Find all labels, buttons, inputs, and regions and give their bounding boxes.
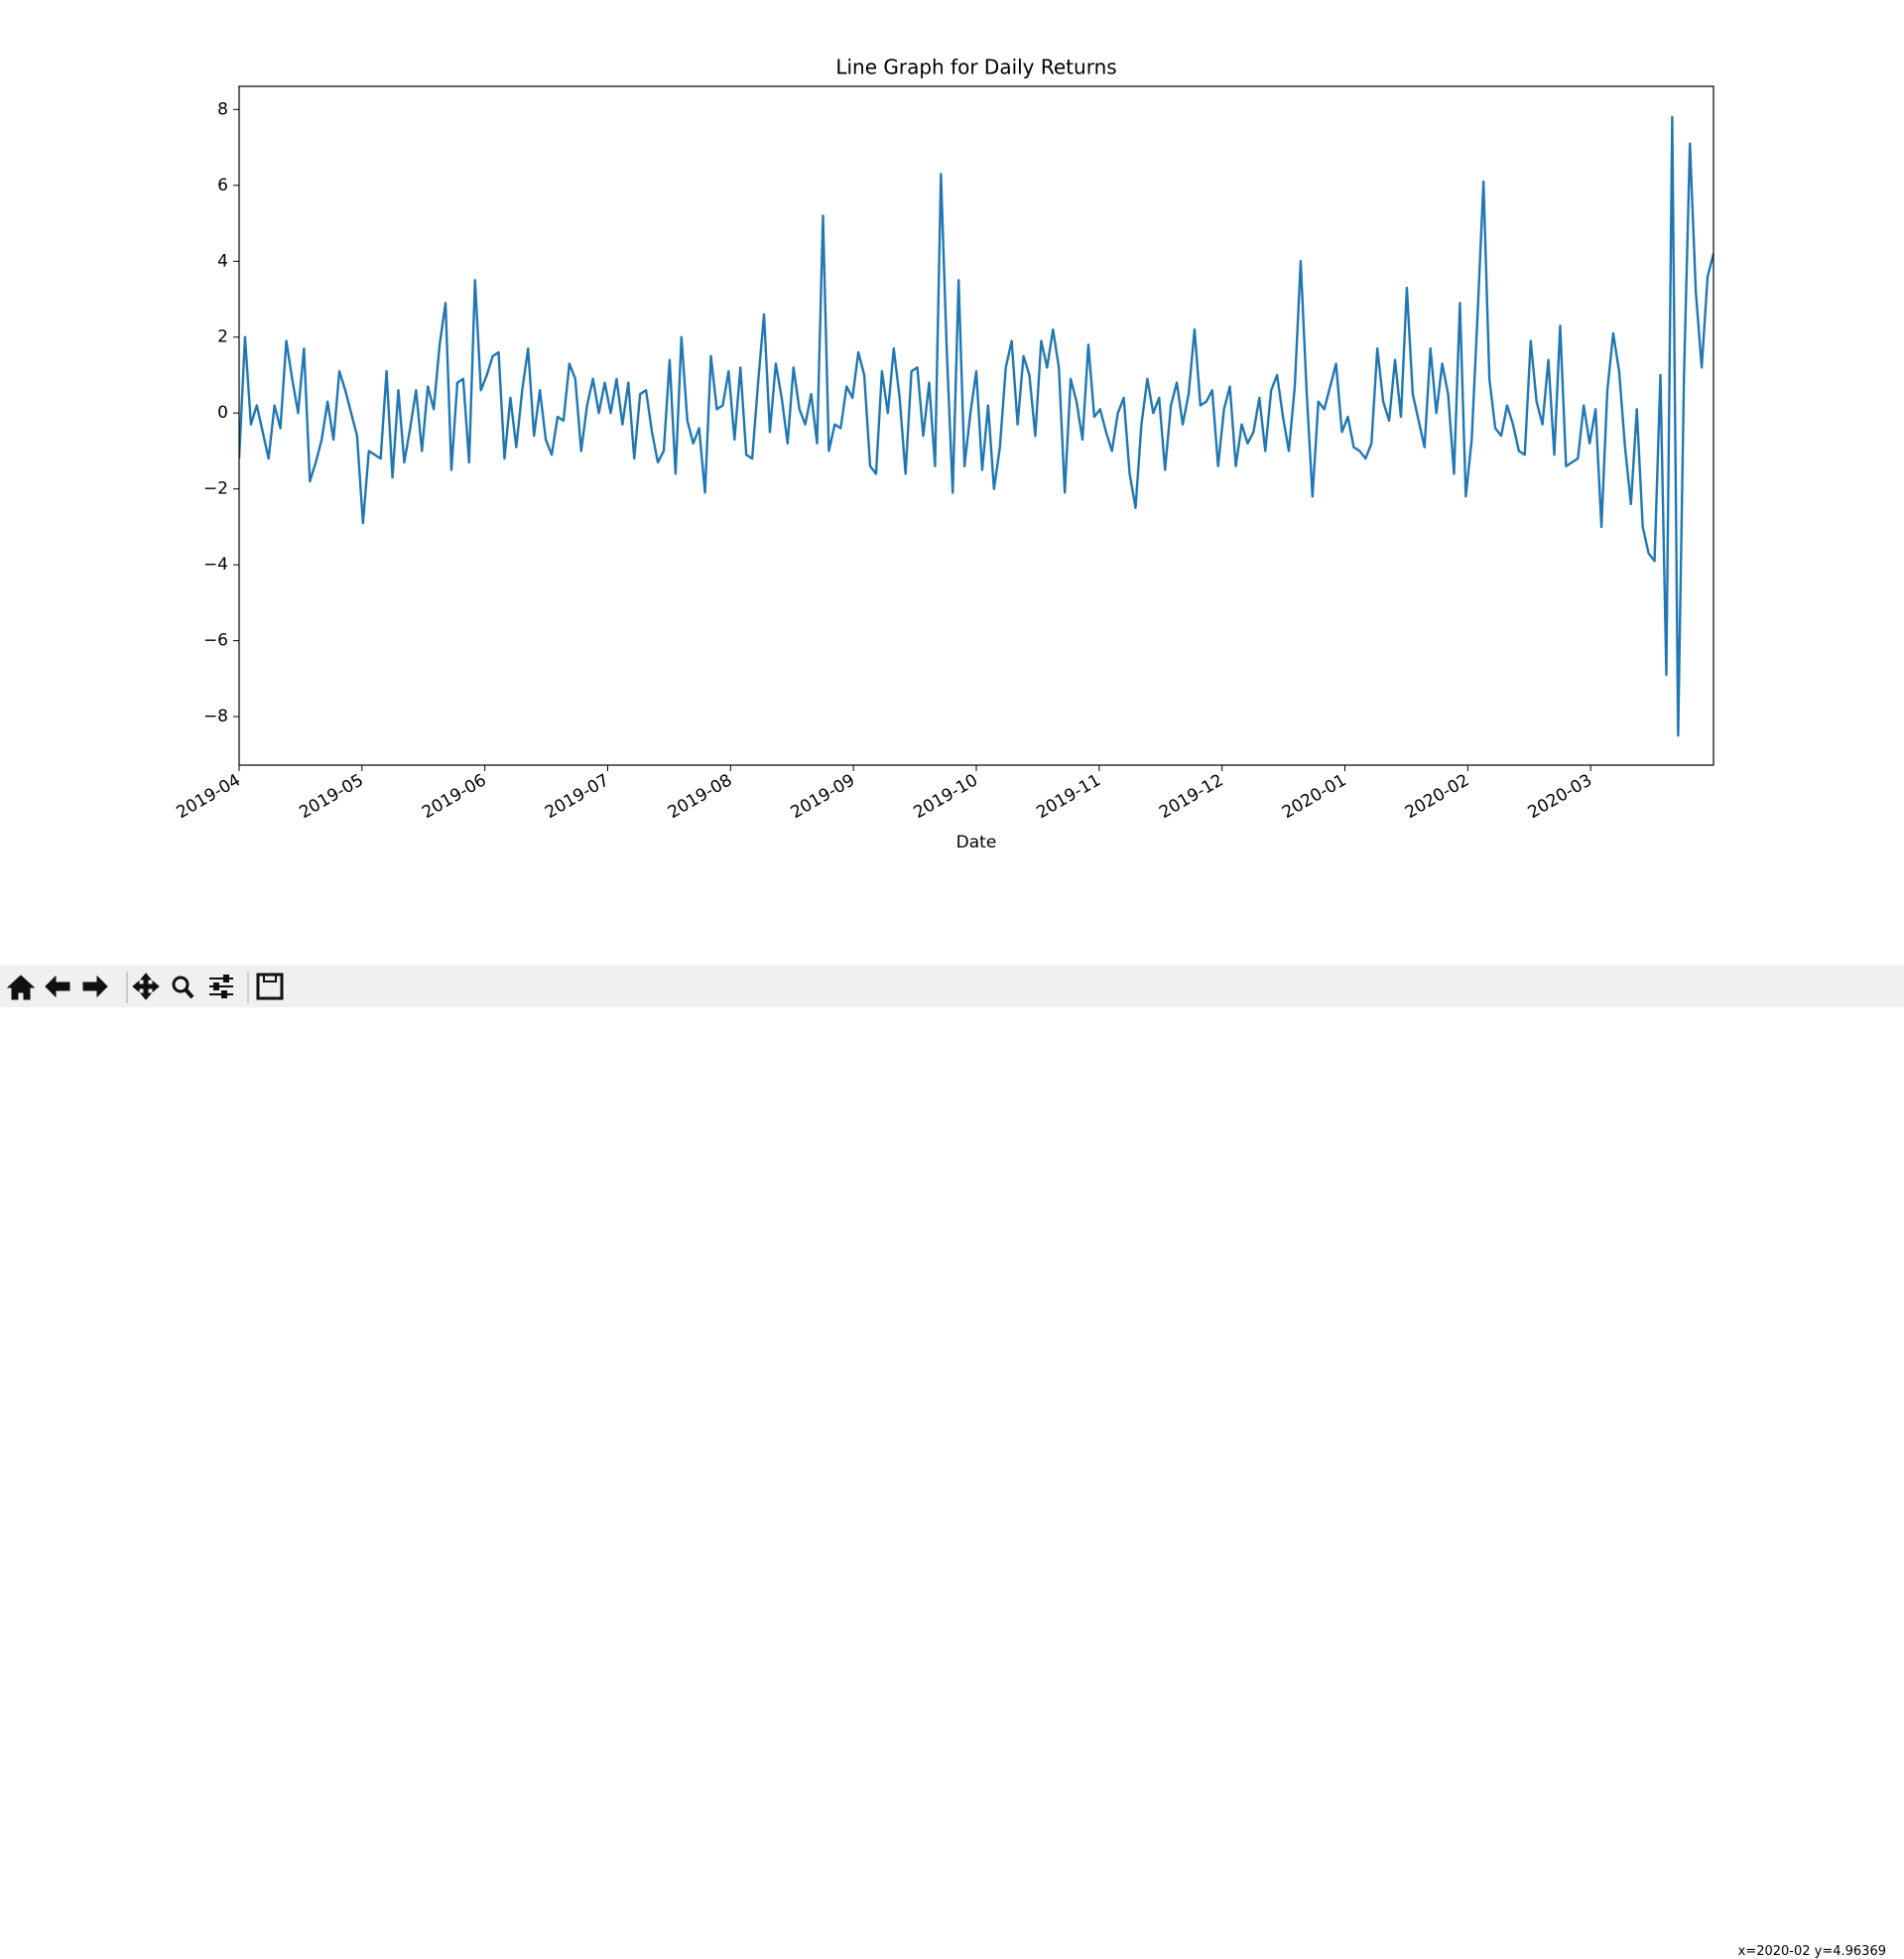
y-tick-label: 6: [217, 176, 228, 196]
y-tick-label: 4: [217, 251, 228, 271]
pan-button[interactable]: [132, 973, 160, 1000]
zoom-handle: [184, 987, 194, 999]
chart: Line Graph for Daily Returns Date −8 −6 −4…: [0, 0, 1904, 966]
y-tick-label: 8: [217, 99, 228, 119]
y-tick-label: −8: [203, 707, 228, 726]
data-line: [239, 115, 1714, 737]
home-button[interactable]: [6, 975, 36, 1000]
x-axis-label: Date: [956, 833, 997, 852]
y-tick-label: −4: [203, 555, 228, 575]
plot-frame: [238, 85, 1714, 766]
zoom-button[interactable]: [172, 976, 190, 993]
y-tick-label: −2: [203, 479, 228, 499]
back-button[interactable]: [45, 975, 70, 998]
save-button[interactable]: [256, 973, 284, 1000]
y-tick-label: 0: [217, 403, 228, 423]
toolbar-icons: [6, 972, 284, 1003]
forward-button[interactable]: [82, 975, 108, 998]
status-text: x=2020-02 y=4.96369: [1737, 1944, 1886, 1959]
toolbar: x=2020-02 y=4.96369: [0, 966, 1904, 1959]
y-tick-label: −6: [203, 631, 228, 651]
chart-title: Line Graph for Daily Returns: [835, 56, 1116, 79]
save-icon-part: [263, 974, 277, 982]
configure-button[interactable]: [209, 975, 233, 998]
y-tick-label: 2: [217, 327, 228, 347]
